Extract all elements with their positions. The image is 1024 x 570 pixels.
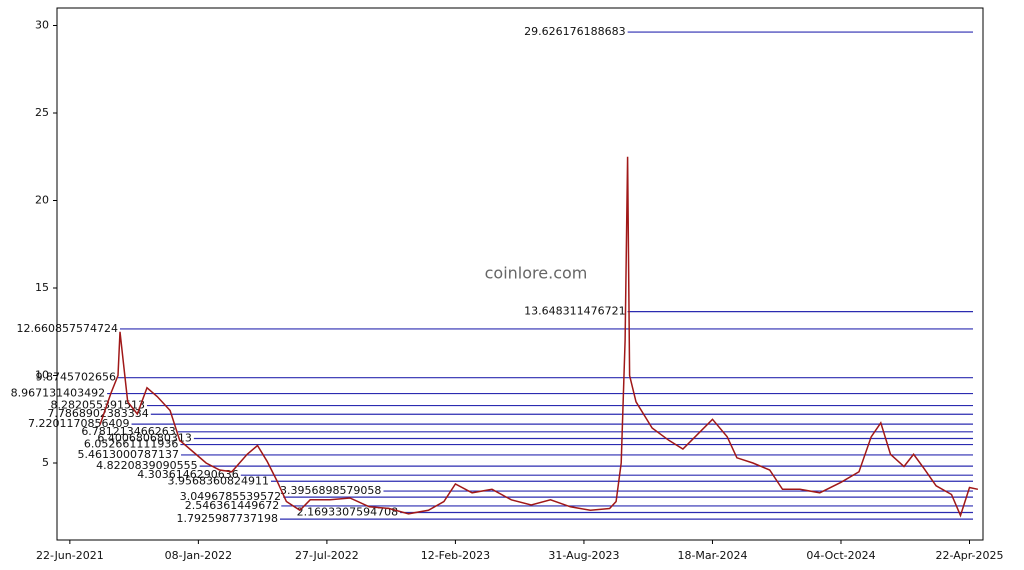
level-label: 8.282055391513 [50, 399, 144, 412]
price-line [99, 156, 979, 518]
x-tick-label: 12-Feb-2023 [421, 549, 490, 562]
y-tick-label: 30 [35, 19, 49, 32]
level-label: 8.967131403492 [11, 387, 105, 400]
y-tick-label: 10 [35, 369, 49, 382]
y-tick-label: 5 [42, 456, 49, 469]
level-label: 9.8745702656 [36, 371, 116, 384]
level-label: 6.400680680313 [97, 431, 191, 444]
level-label: 3.3956898579058 [280, 484, 381, 497]
level-label: 1.7925987737198 [177, 512, 278, 525]
x-tick-label: 31-Aug-2023 [548, 549, 619, 562]
watermark: coinlore.com [485, 264, 588, 283]
level-label: 7.2201170856409 [28, 417, 129, 430]
level-label: 29.626176188683 [524, 25, 625, 38]
level-label: 6.052661111936 [84, 438, 178, 451]
x-tick-label: 18-Mar-2024 [677, 549, 747, 562]
level-label: 13.648311476721 [524, 305, 625, 318]
level-label: 2.1693307594708 [297, 506, 398, 519]
level-label: 12.660857574724 [16, 322, 117, 335]
y-tick-label: 15 [35, 281, 49, 294]
level-label: 2.546361449672 [185, 499, 279, 512]
level-label: 6.781213466263 [81, 425, 175, 438]
x-tick-label: 22-Jun-2021 [36, 549, 104, 562]
x-tick-label: 22-Apr-2025 [935, 549, 1003, 562]
level-label: 4.3036146290636 [137, 468, 238, 481]
level-label: 5.4613000787137 [78, 448, 179, 461]
y-tick-label: 25 [35, 106, 49, 119]
level-label: 3.0496785539572 [180, 490, 281, 503]
x-tick-label: 27-Jul-2022 [295, 549, 359, 562]
x-tick-label: 04-Oct-2024 [806, 549, 875, 562]
level-label: 4.8220839090555 [96, 459, 197, 472]
y-tick-label: 20 [35, 194, 49, 207]
x-tick-label: 08-Jan-2022 [165, 549, 233, 562]
plot-frame [56, 7, 984, 541]
level-label: 3.9568360824911 [168, 474, 269, 487]
level-label: 7.7868902383334 [47, 407, 148, 420]
